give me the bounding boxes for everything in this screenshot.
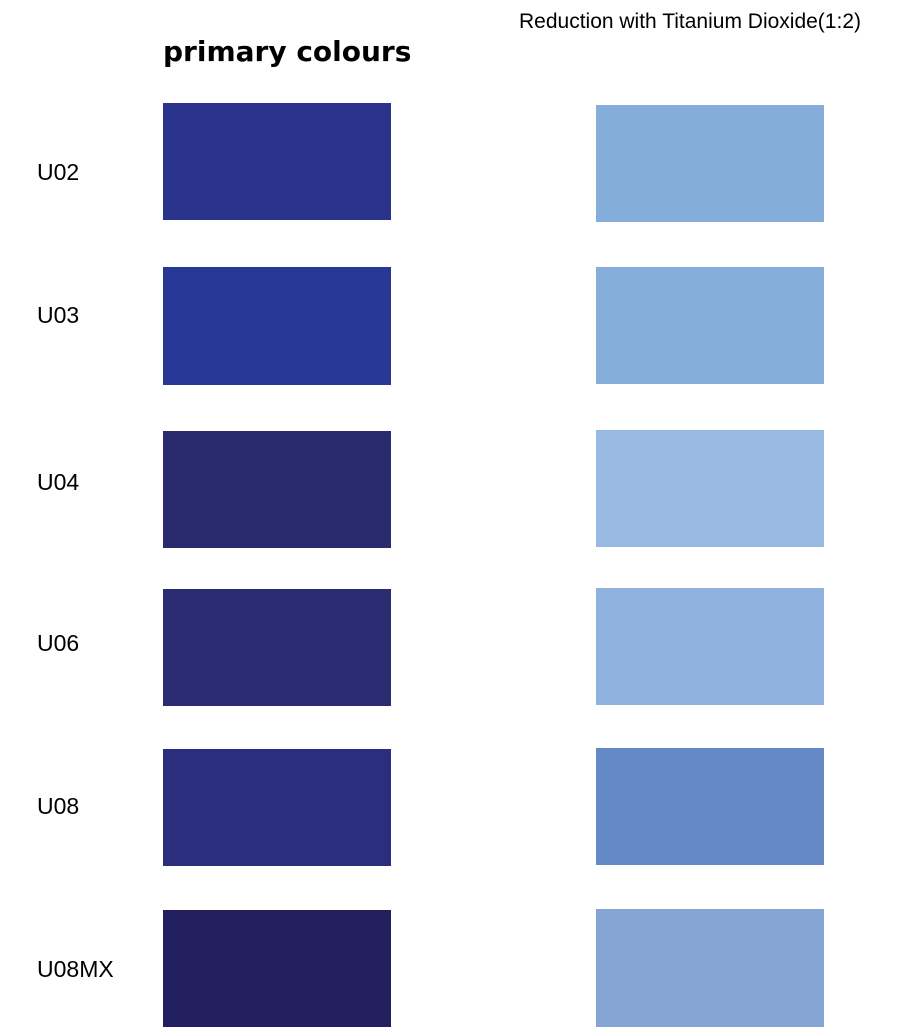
- row-label: U03: [37, 302, 80, 328]
- primary-swatch: [163, 589, 391, 706]
- primary-swatch: [163, 103, 391, 220]
- row-label: U04: [37, 469, 80, 495]
- primary-swatch: [163, 910, 391, 1027]
- reduction-swatch: [596, 909, 824, 1027]
- row-label: U06: [37, 630, 80, 656]
- primary-swatch: [163, 267, 391, 385]
- primary-swatch: [163, 749, 391, 866]
- reduction-swatch: [596, 430, 824, 547]
- reduction-swatch: [596, 748, 824, 865]
- row-label: U02: [37, 159, 80, 185]
- reduction-swatch: [596, 588, 824, 705]
- reduction-swatch: [596, 267, 824, 384]
- primary-column-title: primary colours: [163, 35, 412, 68]
- primary-swatch: [163, 431, 391, 548]
- reduction-swatch: [596, 105, 824, 222]
- row-label: U08MX: [37, 956, 114, 982]
- reduction-column-title: Reduction with Titanium Dioxide(1:2): [519, 10, 861, 33]
- row-label: U08: [37, 793, 80, 819]
